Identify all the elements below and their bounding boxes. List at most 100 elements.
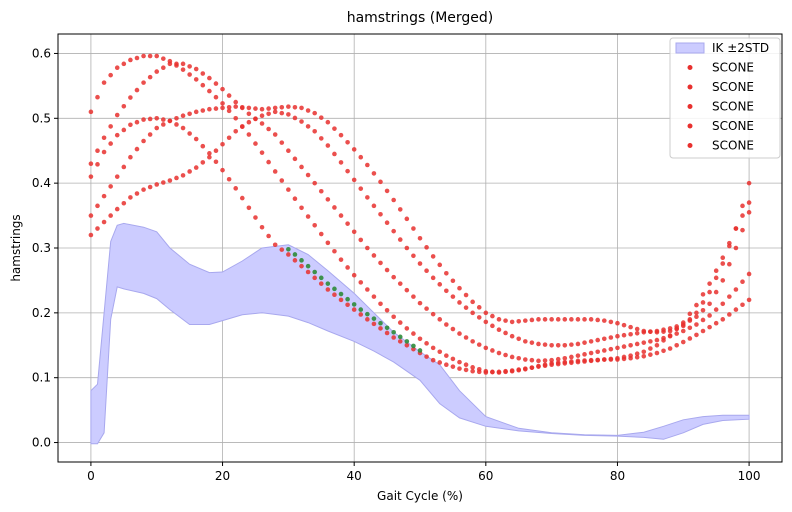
scone-point bbox=[483, 319, 489, 325]
scone-point bbox=[444, 362, 449, 368]
scone-point bbox=[595, 337, 601, 343]
highlight-point bbox=[365, 311, 370, 317]
scone-point bbox=[154, 125, 160, 131]
scone-point bbox=[279, 247, 285, 252]
scone-point bbox=[279, 110, 285, 116]
scone-point bbox=[233, 116, 239, 121]
scone-point bbox=[411, 331, 416, 336]
scone-point bbox=[411, 226, 416, 231]
scone-point bbox=[286, 148, 291, 154]
scone-point bbox=[470, 339, 475, 344]
scone-point bbox=[562, 355, 568, 361]
scone-point bbox=[292, 258, 298, 263]
scone-point bbox=[582, 317, 587, 322]
scone-point bbox=[621, 354, 627, 360]
scone-point bbox=[509, 319, 515, 325]
scone-point bbox=[549, 342, 554, 348]
scone-point bbox=[621, 332, 627, 338]
scone-point bbox=[101, 149, 107, 155]
scone-point bbox=[621, 322, 627, 328]
scone-point bbox=[595, 349, 601, 355]
scone-point bbox=[121, 164, 127, 170]
x-ticks: 0 20 40 60 80 100 bbox=[87, 462, 761, 483]
scone-point bbox=[226, 135, 232, 141]
y-tick-label: 0.2 bbox=[32, 306, 51, 320]
scone-point bbox=[318, 115, 324, 120]
scone-point bbox=[496, 327, 502, 333]
scone-point bbox=[154, 53, 160, 59]
scone-point bbox=[108, 213, 113, 218]
y-tick-label: 0.5 bbox=[32, 111, 51, 125]
scone-point bbox=[444, 353, 449, 358]
scone-point bbox=[536, 317, 541, 322]
scone-point bbox=[430, 311, 436, 317]
scone-point bbox=[470, 368, 475, 374]
scone-point bbox=[404, 216, 410, 222]
scone-point bbox=[529, 357, 535, 363]
highlight-point bbox=[411, 343, 416, 349]
scone-point bbox=[259, 106, 265, 112]
scone-point bbox=[463, 335, 469, 340]
scone-point bbox=[555, 342, 561, 348]
scone-point bbox=[615, 345, 620, 351]
scone-point bbox=[305, 124, 311, 129]
scone-point bbox=[154, 182, 160, 187]
scone-point bbox=[615, 320, 620, 326]
series-layer bbox=[88, 53, 752, 375]
legend-label: SCONE bbox=[712, 80, 754, 94]
scone-point bbox=[200, 82, 206, 88]
scone-point bbox=[325, 197, 331, 202]
scone-point bbox=[266, 111, 271, 117]
scone-point bbox=[338, 297, 344, 303]
scone-point bbox=[95, 162, 100, 167]
scone-point bbox=[325, 240, 331, 246]
scone-point bbox=[88, 109, 94, 115]
scone-point bbox=[246, 105, 252, 111]
scone-point bbox=[305, 214, 311, 219]
scone-point bbox=[193, 77, 199, 82]
scone-point bbox=[503, 318, 508, 323]
scone-point bbox=[483, 345, 489, 351]
scone-point bbox=[463, 362, 469, 368]
scone-point bbox=[88, 161, 94, 166]
scone-point bbox=[628, 324, 633, 330]
highlight-point bbox=[351, 302, 357, 307]
scone-point bbox=[213, 94, 219, 100]
scone-point bbox=[595, 317, 601, 323]
scone-point bbox=[549, 357, 554, 363]
highlight-point bbox=[318, 275, 324, 281]
highlight-point bbox=[417, 348, 423, 353]
scone-point bbox=[101, 80, 107, 85]
scone-point bbox=[424, 341, 429, 346]
scone-point bbox=[318, 188, 324, 194]
scone-point bbox=[332, 292, 337, 297]
scone-point bbox=[437, 262, 443, 268]
scone-point bbox=[147, 132, 153, 137]
scone-point bbox=[536, 358, 541, 364]
scone-point bbox=[496, 350, 502, 356]
scone-point bbox=[641, 349, 647, 355]
scone-point bbox=[694, 322, 699, 327]
highlight-point bbox=[358, 307, 364, 312]
y-tick-label: 0.4 bbox=[32, 176, 51, 190]
scone-point bbox=[338, 257, 344, 262]
scone-point bbox=[740, 203, 745, 209]
x-tick-label: 20 bbox=[215, 469, 230, 483]
highlight-point bbox=[299, 258, 304, 263]
scone-point bbox=[490, 313, 495, 319]
chart-title: hamstrings (Merged) bbox=[347, 10, 494, 26]
scone-point bbox=[628, 342, 633, 348]
scone-point bbox=[674, 342, 679, 348]
highlight-point bbox=[391, 330, 396, 335]
scone-point bbox=[108, 141, 113, 146]
scone-point bbox=[292, 115, 298, 121]
scone-point bbox=[332, 205, 337, 210]
scone-point bbox=[95, 226, 100, 231]
scone-point bbox=[700, 300, 706, 305]
scone-point bbox=[615, 355, 620, 361]
scone-point bbox=[128, 57, 133, 63]
scone-point bbox=[713, 289, 719, 295]
scone-point bbox=[371, 294, 377, 299]
scone-point bbox=[220, 105, 225, 111]
scone-point bbox=[733, 287, 739, 292]
